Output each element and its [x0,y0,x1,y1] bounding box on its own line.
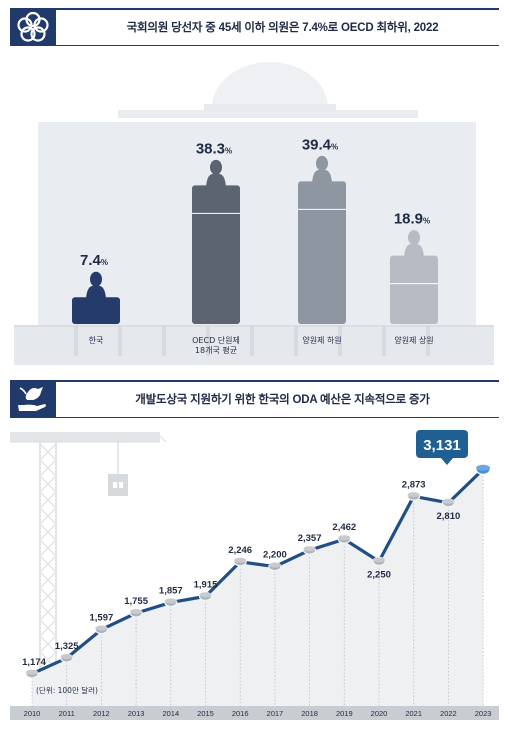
data-point: 1,857 [159,585,183,608]
bar [390,255,438,324]
dove-hand-icon [10,380,56,418]
point-value-label: 2,462 [332,522,356,533]
point-value-label: 1,755 [124,596,148,607]
coin-top [476,464,491,471]
year-tick-label: 2021 [405,709,422,718]
bar-value-label: 39.4% [302,136,338,153]
bar [72,297,120,324]
coin-top [303,546,316,552]
data-point: 1,915 [194,579,218,601]
data-point: 1,325 [55,641,79,663]
category-label: 양원제 상원 [394,335,433,345]
point-value-label: 2,200 [263,550,287,561]
coin-top [338,535,351,541]
person-head [316,155,328,171]
data-point [475,463,491,475]
point-value-label: 1,174 [22,657,46,668]
coin-top [407,492,420,498]
person-shoulders [312,169,332,184]
point-value-label: 1,915 [194,579,218,590]
data-point: 2,250 [367,556,391,580]
point-value-label: 2,250 [367,569,391,580]
data-point: 2,462 [332,522,356,544]
category-label: OECD 단원제 18개국 평균 [192,335,240,355]
year-tick-label: 2014 [162,709,179,718]
data-point: 2,873 [402,479,426,501]
year-tick-label: 2012 [93,709,110,718]
year-tick-label: 2019 [336,709,353,718]
oda-budget-line-chart: 1,174 2010 1,325 2011 1,597 2012 1,755 2013 1,85… [10,430,499,720]
bar [298,181,346,324]
point-value-label: 1,857 [159,585,183,596]
circles-logo-icon [10,8,56,46]
person-shoulders [206,173,226,188]
category-label: 한국 [89,336,104,345]
bar-value-label: 38.3% [196,140,232,157]
year-tick-label: 2017 [267,709,284,718]
data-point: 1,174 [22,657,47,679]
point-value-label: 1,597 [90,613,114,624]
max-value-callout: 3,131 [416,430,468,465]
data-point: 2,357 [298,533,322,555]
year-tick-label: 2018 [301,709,318,718]
oda-budget-section: 1,174 2010 1,325 2011 1,597 2012 1,755 2013 1,85… [0,370,509,730]
coin-top [442,498,455,504]
year-tick-label: 2022 [440,709,457,718]
data-point: 2,810 [437,498,461,522]
year-tick-label: 2020 [371,709,388,718]
crane-illustration [10,431,167,685]
bar [192,185,240,324]
year-axis-band [10,706,499,720]
person-shoulders [404,244,424,258]
bar-group: 38.3% [192,140,240,324]
year-tick-label: 2015 [197,709,214,718]
coin-top [234,557,247,563]
year-tick-label: 2023 [475,709,492,718]
person-shoulders [86,285,106,300]
coin-top [60,654,73,660]
point-value-label: 2,810 [437,511,461,522]
data-point: 2,246 [228,545,252,567]
point-value-label: 2,357 [298,533,322,544]
point-value-label: 2,246 [228,545,252,556]
coin-top [164,598,177,604]
coin-top [95,625,108,631]
section1-title: 국회의원 당선자 중 45세 이하 의원은 7.4%로 OECD 최하위, 20… [126,22,439,34]
point-value-label: 2,873 [402,479,426,490]
youth-lawmakers-section: 7.4% 한국 38.3% OECD 단원제 18개국 평균 39.4% 양원제 하원 18.… [10,8,499,365]
section1-header: 국회의원 당선자 중 45세 이하 의원은 7.4%로 OECD 최하위, 20… [10,8,499,46]
coin-top [373,557,385,563]
callout-value: 3,131 [423,437,461,454]
point-value-label: 1,325 [55,641,79,652]
bar-group: 18.9% [390,211,438,324]
coin-top [26,669,38,675]
oda-series-line [31,468,485,676]
year-tick-label: 2011 [59,709,75,718]
unit-note: (단위: 100만 달러) [36,685,98,695]
person-head [210,159,222,175]
coin-top [268,562,281,568]
person-head [408,230,420,246]
person-head [90,271,102,287]
coin-top [199,592,212,598]
bar-group: 39.4% [298,136,346,324]
year-tick-label: 2013 [128,709,145,718]
data-point: 1,755 [124,596,149,618]
year-tick-label: 2016 [232,709,249,718]
bar-value-label: 18.9% [394,211,430,228]
section2-header: 개발도상국 지원하기 위한 한국의 ODA 예산은 지속적으로 증가 [10,380,499,418]
year-tick-label: 2010 [24,709,41,718]
oda-area-fill [32,469,484,706]
section2-title: 개발도상국 지원하기 위한 한국의 ODA 예산은 지속적으로 증가 [135,394,430,406]
category-label: 양원제 하원 [302,335,341,345]
coin-top [130,609,143,615]
data-point: 1,597 [90,613,114,635]
data-point: 2,200 [263,550,287,572]
